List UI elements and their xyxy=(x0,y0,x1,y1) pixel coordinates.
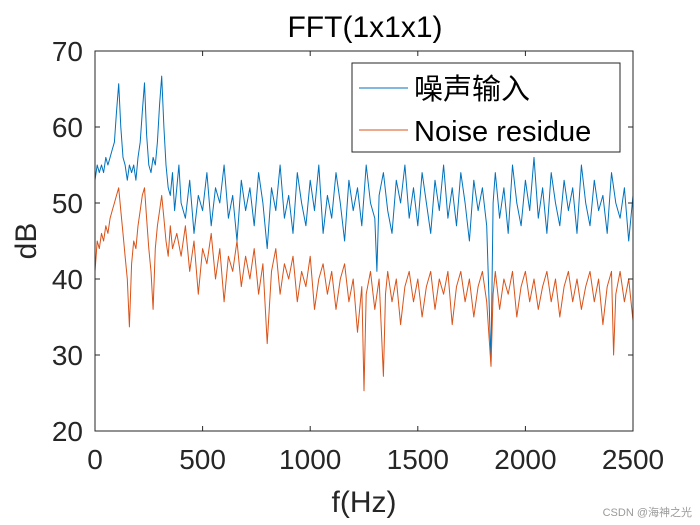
chart-title: FFT(1x1x1) xyxy=(287,11,442,44)
series-line-noise-input xyxy=(94,75,634,364)
y-tick-label: 50 xyxy=(52,188,83,219)
tick-layer: 0 500 1000 1500 2000 2500 20 30 40 50 60 70 xyxy=(52,36,664,475)
x-axis-label: f(Hz) xyxy=(332,486,397,519)
x-tick-label: 2500 xyxy=(602,444,664,475)
series-layer xyxy=(94,75,634,392)
plot-frame xyxy=(94,50,634,432)
series-line-noise-residue xyxy=(94,187,634,392)
x-tick-label: 2000 xyxy=(494,444,556,475)
legend: 噪声输入 Noise residue xyxy=(351,62,621,153)
legend-label-noise-input: 噪声输入 xyxy=(414,73,530,106)
legend-label-noise-residue: Noise residue xyxy=(414,116,591,148)
y-tick-label: 40 xyxy=(52,264,83,295)
y-axis-label: dB xyxy=(10,223,43,260)
x-tick-label: 0 xyxy=(87,444,103,475)
legend-box xyxy=(351,62,621,153)
x-tick-label: 1000 xyxy=(279,444,341,475)
x-tick-label: 1500 xyxy=(387,444,449,475)
y-tick-label: 70 xyxy=(52,36,83,67)
y-tick-label: 60 xyxy=(52,112,83,143)
y-tick-label: 20 xyxy=(52,416,83,447)
y-tick-label: 30 xyxy=(52,340,83,371)
x-tick-label: 500 xyxy=(179,444,226,475)
watermark-text: CSDN @海神之光 xyxy=(603,505,692,519)
